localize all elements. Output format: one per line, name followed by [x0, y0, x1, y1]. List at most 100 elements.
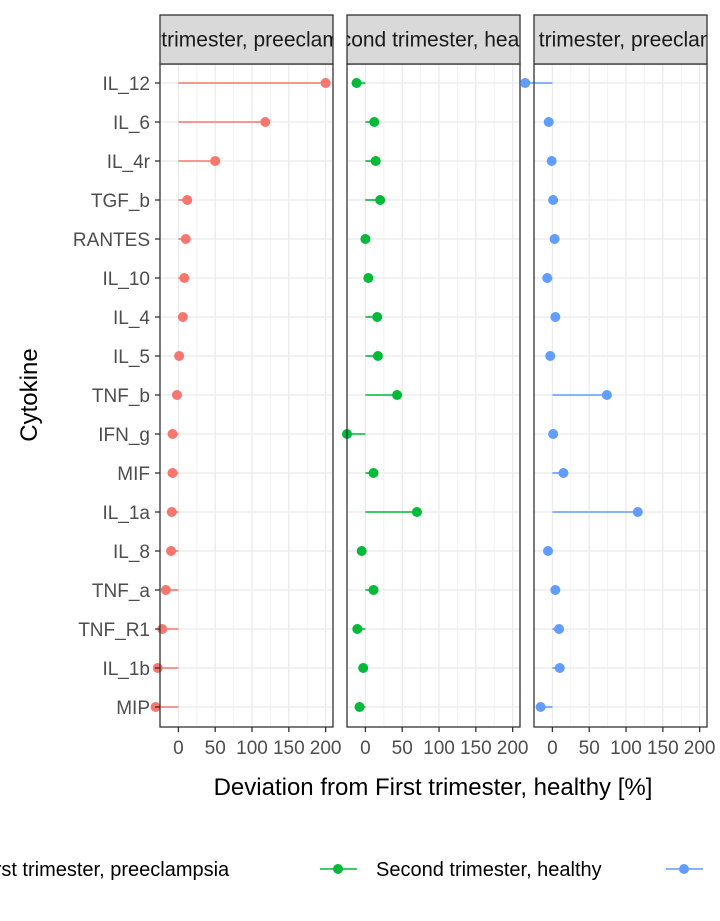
y-axis: IL_12 IL_6 IL_4r TGF_b RANTES IL_10 IL_4 IL_5 TN… — [73, 74, 160, 719]
lollipop-point-tnf-b — [392, 390, 403, 400]
panel-2: 0 50 100 150 200 Second trimester, healthy — [315, 14, 552, 759]
legend-item-2: Second trimester, healthy — [320, 859, 602, 881]
y-tick-label-mif: MIF — [117, 464, 150, 485]
lollipop-point-il-4r — [546, 156, 557, 166]
strip-label: First trimester, preeclampsia — [115, 29, 379, 52]
lollipop-point-il-12 — [320, 78, 331, 88]
lollipop-point-il-8 — [166, 546, 177, 556]
lollipop-point-tnf-a — [550, 585, 561, 595]
y-tick-label-il-8: IL_8 — [113, 542, 150, 563]
lollipop-point-il-1a — [411, 507, 422, 517]
x-tick-label: 150 — [647, 738, 679, 759]
x-tick-label: 0 — [360, 738, 371, 759]
y-tick-label-il-10: IL_10 — [102, 269, 150, 290]
lollipop-point-il-8 — [542, 546, 553, 556]
lollipop-point-mip — [354, 702, 365, 712]
y-tick-label-rantes: RANTES — [73, 230, 150, 251]
y-tick-label-il-5: IL_5 — [113, 347, 150, 368]
y-tick-label-mip: MIP — [116, 698, 150, 719]
lollipop-point-mif — [558, 468, 569, 478]
y-tick-label-il-4r: IL_4r — [107, 152, 151, 173]
lollipop-point-il-4r — [210, 156, 221, 166]
lollipop-point-il-1b — [358, 663, 369, 673]
lollipop-point-rantes — [360, 234, 371, 244]
legend-item-3: Third trimester, preeclampsia — [666, 864, 703, 874]
lollipop-point-mif — [368, 468, 379, 478]
x-tick-label: 100 — [610, 738, 642, 759]
lollipop-point-il-5 — [174, 351, 185, 361]
lollipop-point-ifn-g — [167, 429, 178, 439]
y-tick-label-il-12: IL_12 — [102, 74, 150, 95]
lollipop-point-il-4 — [372, 312, 383, 322]
x-tick-label: 50 — [392, 738, 413, 759]
x-tick-label: 0 — [173, 738, 184, 759]
y-tick-label-ifn-g: IFN_g — [98, 425, 150, 446]
lollipop-point-il-12 — [351, 78, 362, 88]
lollipop-point-il-8 — [356, 546, 367, 556]
legend-label: Second trimester, healthy — [376, 859, 602, 881]
lollipop-point-tnf-b — [171, 390, 182, 400]
y-tick-label-tnf-r1: TNF_R1 — [78, 620, 150, 641]
lollipop-point-tnf-a — [160, 585, 171, 595]
lollipop-point-tgf-b — [548, 195, 559, 205]
y-tick-label-tgf-b: TGF_b — [91, 191, 150, 212]
lollipop-point-il-4 — [177, 312, 188, 322]
lollipop-point-il-10 — [363, 273, 374, 283]
legend-label: First trimester, preeclampsia — [0, 859, 230, 881]
x-tick-label: 100 — [236, 738, 268, 759]
legend: First trimester, preeclampsia Second trim… — [0, 859, 703, 881]
strip-header — [159, 14, 334, 65]
strip-label: Second trimester, healthy — [315, 29, 552, 52]
lollipop-point-il-6 — [260, 117, 271, 127]
lollipop-point-tnf-b — [601, 390, 612, 400]
x-tick-label: 100 — [423, 738, 455, 759]
lollipop-point-il-5 — [545, 351, 556, 361]
y-tick-label-il-1a: IL_1a — [102, 503, 150, 524]
lollipop-point-il-1a — [166, 507, 177, 517]
x-tick-label: 150 — [460, 738, 492, 759]
lollipop-point-il-10 — [179, 273, 190, 283]
x-tick-label: 200 — [310, 738, 342, 759]
x-tick-label: 200 — [684, 738, 716, 759]
lollipop-point-il-10 — [542, 273, 553, 283]
strip-header — [346, 14, 521, 65]
lollipop-point-tgf-b — [375, 195, 386, 205]
lollipop-point-mip — [535, 702, 546, 712]
lollipop-point-tnf-r1 — [352, 624, 363, 634]
panel-1: 0 50 100 150 200 First trimester, preeclampsi… — [115, 14, 379, 759]
strip-label: Third trimester, preeclampsia — [485, 29, 720, 52]
lollipop-point-il-1a — [632, 507, 643, 517]
x-tick-label: 0 — [547, 738, 558, 759]
lollipop-point-il-1b — [554, 663, 565, 673]
y-tick-label-il-1b: IL_1b — [102, 659, 150, 680]
y-tick-label-tnf-b: TNF_b — [92, 386, 150, 407]
lollipop-point-tnf-r1 — [554, 624, 565, 634]
x-tick-label: 50 — [579, 738, 600, 759]
lollipop-point-il-6 — [369, 117, 380, 127]
legend-key-point — [333, 864, 343, 874]
lollipop-point-ifn-g — [548, 429, 559, 439]
lollipop-point-tgf-b — [182, 195, 193, 205]
x-tick-label: 200 — [497, 738, 529, 759]
x-tick-label: 150 — [273, 738, 305, 759]
lollipop-point-il-12 — [520, 78, 531, 88]
legend-key-point — [679, 864, 689, 874]
x-axis-title: Deviation from First trimester, healthy … — [214, 774, 653, 801]
legend-item-1: First trimester, preeclampsia — [0, 859, 230, 881]
y-tick-label-tnf-a: TNF_a — [92, 581, 151, 602]
y-tick-label-il-4: IL_4 — [113, 308, 150, 329]
lollipop-point-tnf-a — [368, 585, 379, 595]
lollipop-point-il-5 — [372, 351, 383, 361]
lollipop-point-il-4 — [550, 312, 561, 322]
strip-header — [533, 14, 708, 65]
lollipop-point-il-6 — [543, 117, 554, 127]
lollipop-point-mif — [167, 468, 178, 478]
y-axis-title: Cytokine — [16, 348, 43, 441]
lollipop-point-il-4r — [370, 156, 381, 166]
y-tick-label-il-6: IL_6 — [113, 113, 150, 134]
lollipop-point-rantes — [549, 234, 560, 244]
panel-3: 050100150200Third trimester, preeclampsi… — [485, 14, 720, 759]
lollipop-point-rantes — [180, 234, 191, 244]
